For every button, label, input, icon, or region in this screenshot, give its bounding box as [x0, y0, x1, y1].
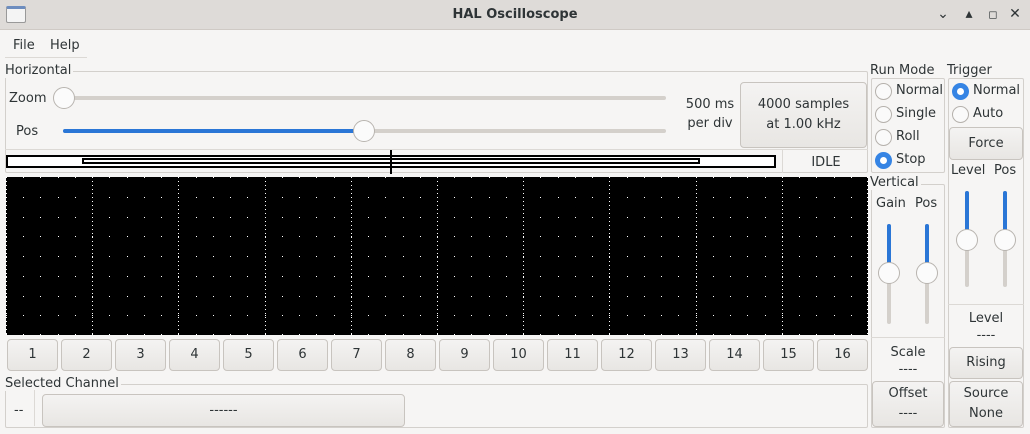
trigger-pos-slider-handle[interactable] [994, 229, 1016, 251]
zoom-slider[interactable] [64, 96, 666, 100]
horizontal-group [5, 71, 868, 173]
force-button[interactable]: Force [949, 127, 1023, 160]
samples-line1: 4000 samples [757, 97, 850, 112]
selected-channel-group [5, 384, 868, 428]
channel-button-15[interactable]: 15 [763, 339, 814, 371]
pos-slider-fill [63, 129, 363, 133]
channel-button-4[interactable]: 4 [169, 339, 220, 371]
scale-label: Scale [890, 345, 926, 360]
trigger-pos-label: Pos [994, 163, 1017, 178]
channel-button-11[interactable]: 11 [547, 339, 598, 371]
channel-button-16[interactable]: 16 [817, 339, 868, 371]
trigger-level-readout-label: Level [968, 311, 1004, 326]
menu-file[interactable]: File [13, 38, 35, 53]
trigger-source-value: None [969, 406, 1003, 421]
channel-button-2[interactable]: 2 [61, 339, 112, 371]
pos-slider-handle[interactable] [353, 120, 375, 142]
selected-channel-button[interactable]: ------ [42, 394, 405, 427]
trigger-label: Trigger [947, 63, 994, 78]
selected-channel-number: -- [14, 403, 24, 418]
run-mode-group [871, 78, 945, 173]
gain-slider-handle[interactable] [878, 262, 900, 284]
channel-button-10[interactable]: 10 [493, 339, 544, 371]
menu-help[interactable]: Help [50, 38, 80, 53]
pos-label: Pos [16, 124, 39, 139]
channel-button-3[interactable]: 3 [115, 339, 166, 371]
offset-label: Offset [888, 386, 928, 401]
run-mode-label-single[interactable]: Single [896, 106, 936, 121]
restore-icon[interactable]: ▴ [965, 6, 973, 22]
trigger-level-readout: ---- [976, 328, 996, 343]
trigger-mode-radio-normal[interactable] [952, 83, 969, 100]
run-mode-label-stop[interactable]: Stop [896, 152, 926, 167]
channel-button-8[interactable]: 8 [385, 339, 436, 371]
trigger-group [948, 78, 1024, 428]
status-label: IDLE [811, 155, 841, 170]
trigger-level-slider-handle[interactable] [956, 229, 978, 251]
run-mode-label-roll[interactable]: Roll [896, 129, 920, 144]
channel-button-9[interactable]: 9 [439, 339, 490, 371]
window-icon [6, 6, 26, 23]
title-bar [0, 0, 1030, 30]
trigger-source-button[interactable]: Source None [949, 381, 1023, 427]
run-mode-radio-stop[interactable] [875, 152, 892, 169]
minimize-icon[interactable]: ⌄ [937, 6, 949, 22]
vertical-pos-slider-handle[interactable] [916, 262, 938, 284]
zoom-label: Zoom [9, 91, 47, 106]
timebase-line1: 500 ms [685, 97, 735, 112]
channel-button-13[interactable]: 13 [655, 339, 706, 371]
run-mode-label-normal[interactable]: Normal [896, 83, 944, 98]
selected-channel-label: Selected Channel [5, 376, 121, 391]
samples-line2: at 1.00 kHz [766, 117, 841, 132]
trigger-source-label: Source [963, 386, 1009, 401]
scale-value: ---- [898, 362, 918, 377]
zoom-slider-handle[interactable] [53, 87, 75, 109]
gain-label: Gain [876, 196, 906, 211]
run-mode-radio-single[interactable] [875, 106, 892, 123]
scope-grid [6, 177, 868, 335]
channel-button-14[interactable]: 14 [709, 339, 760, 371]
maximize-icon[interactable]: ◻ [988, 8, 998, 21]
run-mode-radio-roll[interactable] [875, 129, 892, 146]
samples-button[interactable]: 4000 samples at 1.00 kHz [740, 82, 867, 148]
vertical-pos-label: Pos [915, 196, 938, 211]
trigger-mode-label-normal[interactable]: Normal [973, 83, 1021, 98]
trigger-level-label: Level [951, 163, 986, 178]
close-icon[interactable]: ✕ [1009, 6, 1021, 22]
channel-button-5[interactable]: 5 [223, 339, 274, 371]
run-mode-radio-normal[interactable] [875, 83, 892, 100]
trigger-position-marker [390, 150, 392, 174]
channel-button-6[interactable]: 6 [277, 339, 328, 371]
trigger-mode-label-auto[interactable]: Auto [973, 106, 1004, 121]
scope-display[interactable] [6, 177, 868, 335]
run-mode-label: Run Mode [870, 63, 937, 78]
vertical-label: Vertical [870, 175, 921, 190]
channel-button-1[interactable]: 1 [7, 339, 58, 371]
trigger-mode-radio-auto[interactable] [952, 106, 969, 123]
channel-button-7[interactable]: 7 [331, 339, 382, 371]
horizontal-label: Horizontal [5, 63, 74, 78]
timebase-line2: per div [687, 116, 733, 131]
trigger-edge-button[interactable]: Rising [949, 347, 1023, 379]
window-title: HAL Oscilloscope [452, 7, 578, 22]
offset-button[interactable]: Offset ---- [872, 381, 944, 427]
channel-button-12[interactable]: 12 [601, 339, 652, 371]
offset-value: ---- [898, 406, 918, 421]
